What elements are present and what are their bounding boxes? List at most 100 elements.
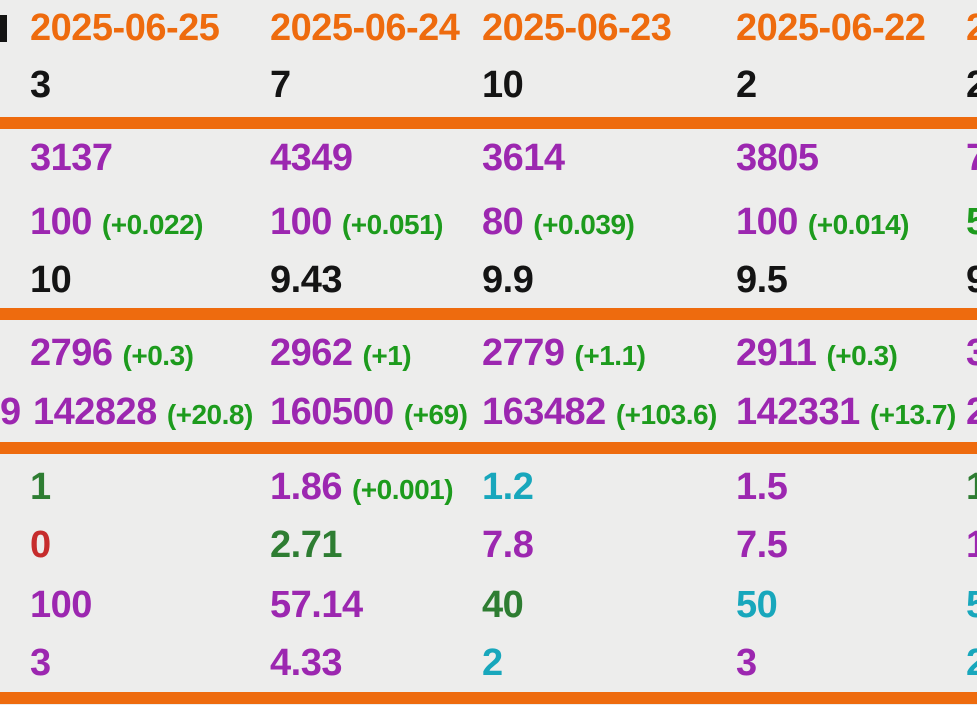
table-cell: 1.5 [736,464,788,518]
column-header-date: 2025-06-25 [30,5,220,59]
section-divider [0,442,977,454]
cell-value: 163482 [482,391,606,433]
cell-value: 2 [966,642,977,684]
table-cell: 3 [736,640,757,694]
data-row: 0 2.71 7.8 7.5 1 [0,522,977,568]
table-cell-clipped: 2 [966,62,977,116]
table-cell-clipped: 1 [966,522,977,576]
cell-value: 0 [30,524,51,566]
header-date-text: 2025-06-24 [270,7,460,49]
table-cell: 57.14 [270,582,363,636]
cell-delta: (+0.039) [533,209,635,240]
cell-value: 1 [966,466,977,508]
data-row: 100 (+0.022) 100 (+0.051) 80 (+0.039) 100 (+… [0,199,977,245]
cell-delta: (+0.014) [807,209,910,240]
cell-value: 100 [30,201,92,243]
table-cell: 142331 (+13.7) [736,389,956,443]
data-row: 10 9.43 9.9 9.5 9 [0,257,977,303]
cell-value: 7.8 [482,524,534,566]
table-cell: 1 [30,464,51,518]
header-date-text: 2025-06-22 [736,7,926,49]
cell-delta: (+1) [362,340,412,371]
table-cell: 2779 (+1.1) [482,330,646,384]
data-row: 100 57.14 40 50 5 [0,582,977,628]
table-cell: 40 [482,582,524,636]
cell-value: 2 [966,64,977,106]
cell-value: 1.86 [270,466,342,508]
column-header-date-clipped: 2 [966,5,977,59]
section-divider [0,308,977,320]
cell-value: 7 [270,64,291,106]
column-header-date: 2025-06-22 [736,5,926,59]
table-cell: 142828 (+20.8) [33,389,253,443]
cell-value: 4349 [270,137,353,179]
table-cell: 100 (+0.051) [270,199,443,253]
cell-value: 142331 [736,391,860,433]
cell-value: 3 [966,332,977,374]
table-cell: 3 [30,62,51,116]
table-cell: 2796 (+0.3) [30,330,194,384]
table-cell: 3137 [30,135,113,189]
cell-value: 5 [966,584,977,626]
header-date-text: 2025-06-25 [30,7,220,49]
table-cell-clipped: 9 [966,257,977,311]
table-cell-clipped: 3 [966,330,977,384]
cell-value: 2796 [30,332,113,374]
cell-value: 10 [482,64,524,106]
cell-value: 1 [966,524,977,566]
count-row: 3 7 10 2 2 [0,62,977,108]
data-row: 1 1.86 (+0.001) 1.2 1.5 1 [0,464,977,510]
column-header-date: 2025-06-23 [482,5,672,59]
table-cell: 7 [270,62,291,116]
table-cell: 100 (+0.022) [30,199,203,253]
cell-value: 10 [30,259,72,301]
cell-value: 1.5 [736,466,788,508]
table-cell: 2.71 [270,522,342,576]
cell-value: 1 [30,466,51,508]
cell-delta: (+103.6) [615,399,718,430]
header-date-text: 2 [966,7,977,49]
cell-value: 7 [966,137,977,179]
column-header-date: 2025-06-24 [270,5,460,59]
cell-value: 3137 [30,137,113,179]
table-cell: 2962 (+1) [270,330,412,384]
data-row: 3137 4349 3614 3805 7 [0,135,977,181]
cell-delta: (+0.051) [341,209,444,240]
cell-value: 2911 [736,332,817,374]
cell-value: 57.14 [270,584,363,626]
cell-delta: (+69) [403,399,468,430]
cell-value: 3805 [736,137,819,179]
cell-value: 50 [736,584,778,626]
cell-value: 2962 [270,332,353,374]
table-cell: 3614 [482,135,565,189]
cell-value: 3 [30,642,51,684]
cell-value: 9 [0,391,21,433]
table-cell-clipped: 2 [966,640,977,694]
cell-value: 80 [482,201,524,243]
table-cell: 0 [30,522,51,576]
table-cell: 10 [482,62,524,116]
cell-value: 5 [966,201,977,243]
table-cell: 80 (+0.039) [482,199,635,253]
table-cell-clipped: 5 [966,199,977,253]
cell-value: 100 [270,201,332,243]
cell-delta: (+20.8) [166,399,254,430]
cell-value: 40 [482,584,524,626]
table-cell: 7.5 [736,522,788,576]
table-cell: 9.43 [270,257,342,311]
cell-value: 1.2 [482,466,534,508]
cell-value: 2.71 [270,524,342,566]
cell-value: 4.33 [270,642,342,684]
section-divider [0,117,977,129]
table-cell: 163482 (+103.6) [482,389,717,443]
cell-value: 9.9 [482,259,534,301]
cell-value: 2779 [482,332,565,374]
table-cell: 1.2 [482,464,534,518]
cell-value: 3 [736,642,757,684]
cell-value: 142828 [33,391,157,433]
cell-value: 2 [736,64,757,106]
table-cell: 7.8 [482,522,534,576]
table-cell: 2911 (+0.3) [736,330,898,384]
table-cell-clipped: 5 [966,582,977,636]
